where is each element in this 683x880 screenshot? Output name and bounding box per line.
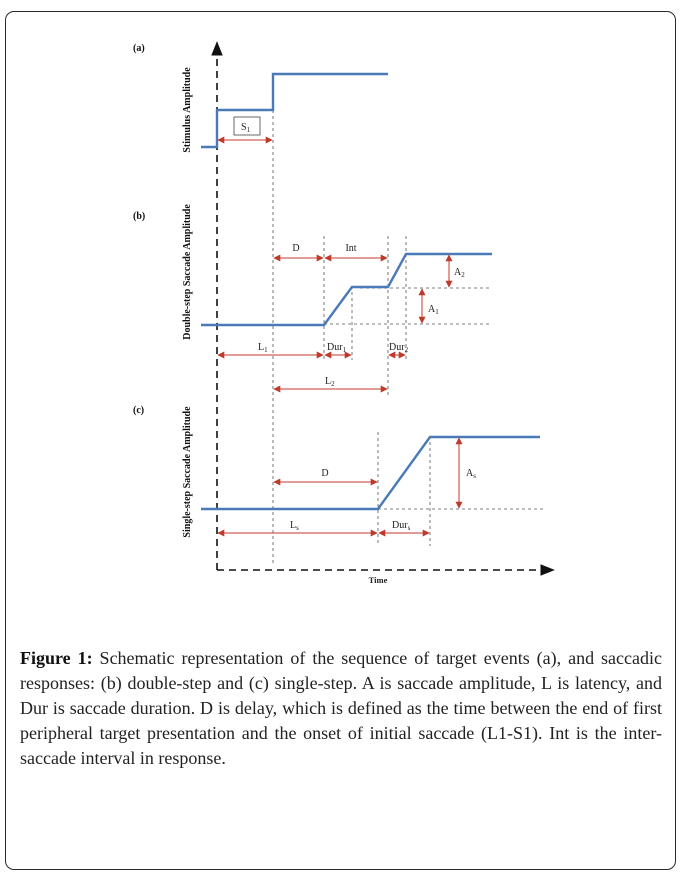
- a2-label: A2: [454, 267, 465, 279]
- panel-c-ylabel: Single-step Saccade Amplitude: [182, 406, 193, 538]
- panel-b-ylabel: Double-step Saccade Amplitude: [182, 204, 193, 340]
- stimulus-trace: [201, 72, 388, 149]
- a1-label: A1: [428, 304, 439, 316]
- int-label: Int: [345, 243, 356, 254]
- figure-frame: [5, 11, 676, 870]
- single-step-trace: [201, 435, 540, 511]
- panel-c-label: (c): [133, 405, 144, 416]
- panel-a-ylabel: Stimulus Amplitude: [182, 67, 193, 153]
- saccade-diagram: Time (a) (b) (c) Stimulus Amplitude Doub…: [133, 41, 555, 585]
- figure-caption: Figure 1: Schematic representation of th…: [20, 646, 662, 771]
- traces: [201, 72, 540, 511]
- delay-label-b: D: [292, 243, 299, 254]
- double-step-trace: [201, 252, 492, 327]
- panel-b-label: (b): [133, 211, 145, 222]
- x-axis-label: Time: [369, 575, 388, 585]
- s1-label-box: [233, 116, 261, 136]
- s1-label: S1: [241, 122, 251, 134]
- figure-caption-text: Schematic representation of the sequence…: [20, 648, 662, 768]
- l2-label: L2: [325, 376, 335, 388]
- delay-label-c: D: [321, 468, 328, 479]
- guide-lines: [272, 110, 545, 565]
- figure-caption-label: Figure 1:: [20, 648, 93, 668]
- panel-a-label: (a): [133, 43, 145, 54]
- durs-label: Durs: [392, 520, 411, 532]
- ls-label: Ls: [290, 520, 299, 532]
- l1-label: L1: [258, 342, 268, 354]
- interval-arrows: [217, 136, 463, 537]
- dur2-label: Dur2: [389, 342, 409, 354]
- as-label: As: [466, 468, 476, 480]
- dur1-label: Dur1: [327, 342, 347, 354]
